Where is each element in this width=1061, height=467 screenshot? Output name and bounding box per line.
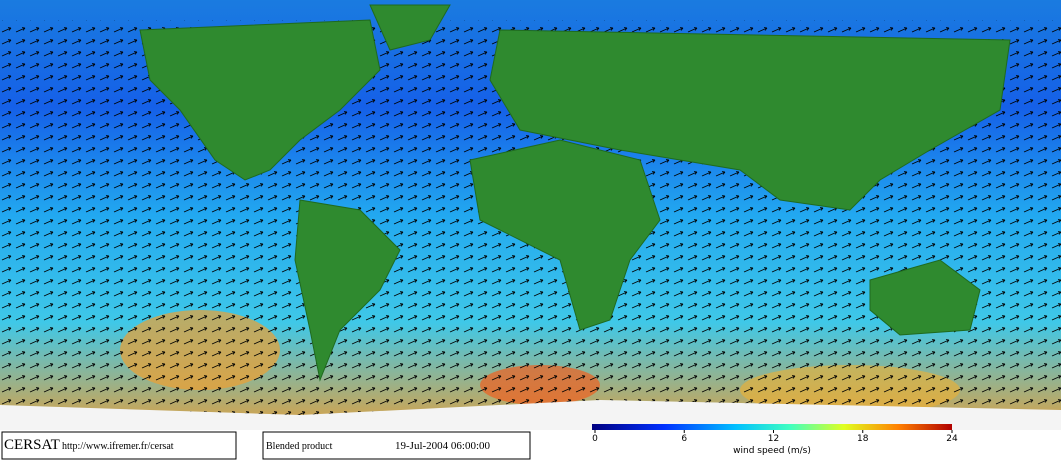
footer-box bbox=[262, 431, 531, 460]
footer-box bbox=[1, 431, 237, 460]
colorbar-label: wind speed (m/s) bbox=[733, 446, 811, 456]
colorbar-tick-label: 18 bbox=[857, 434, 869, 444]
url: http://www.ifremer.fr/cersat bbox=[62, 441, 174, 452]
logo: CERSAT bbox=[4, 437, 60, 453]
colorbar-tick-label: 6 bbox=[681, 434, 687, 444]
colorbar-tick-label: 24 bbox=[946, 434, 958, 444]
date: 19-Jul-2004 06:00:00 bbox=[395, 440, 491, 452]
colorbar-tick-label: 0 bbox=[592, 434, 598, 444]
product: Blended product bbox=[266, 441, 333, 452]
colorbar bbox=[592, 424, 952, 430]
colorbar-tick-label: 12 bbox=[768, 434, 779, 444]
continents bbox=[139, 4, 1011, 382]
antarctica bbox=[0, 400, 1061, 430]
